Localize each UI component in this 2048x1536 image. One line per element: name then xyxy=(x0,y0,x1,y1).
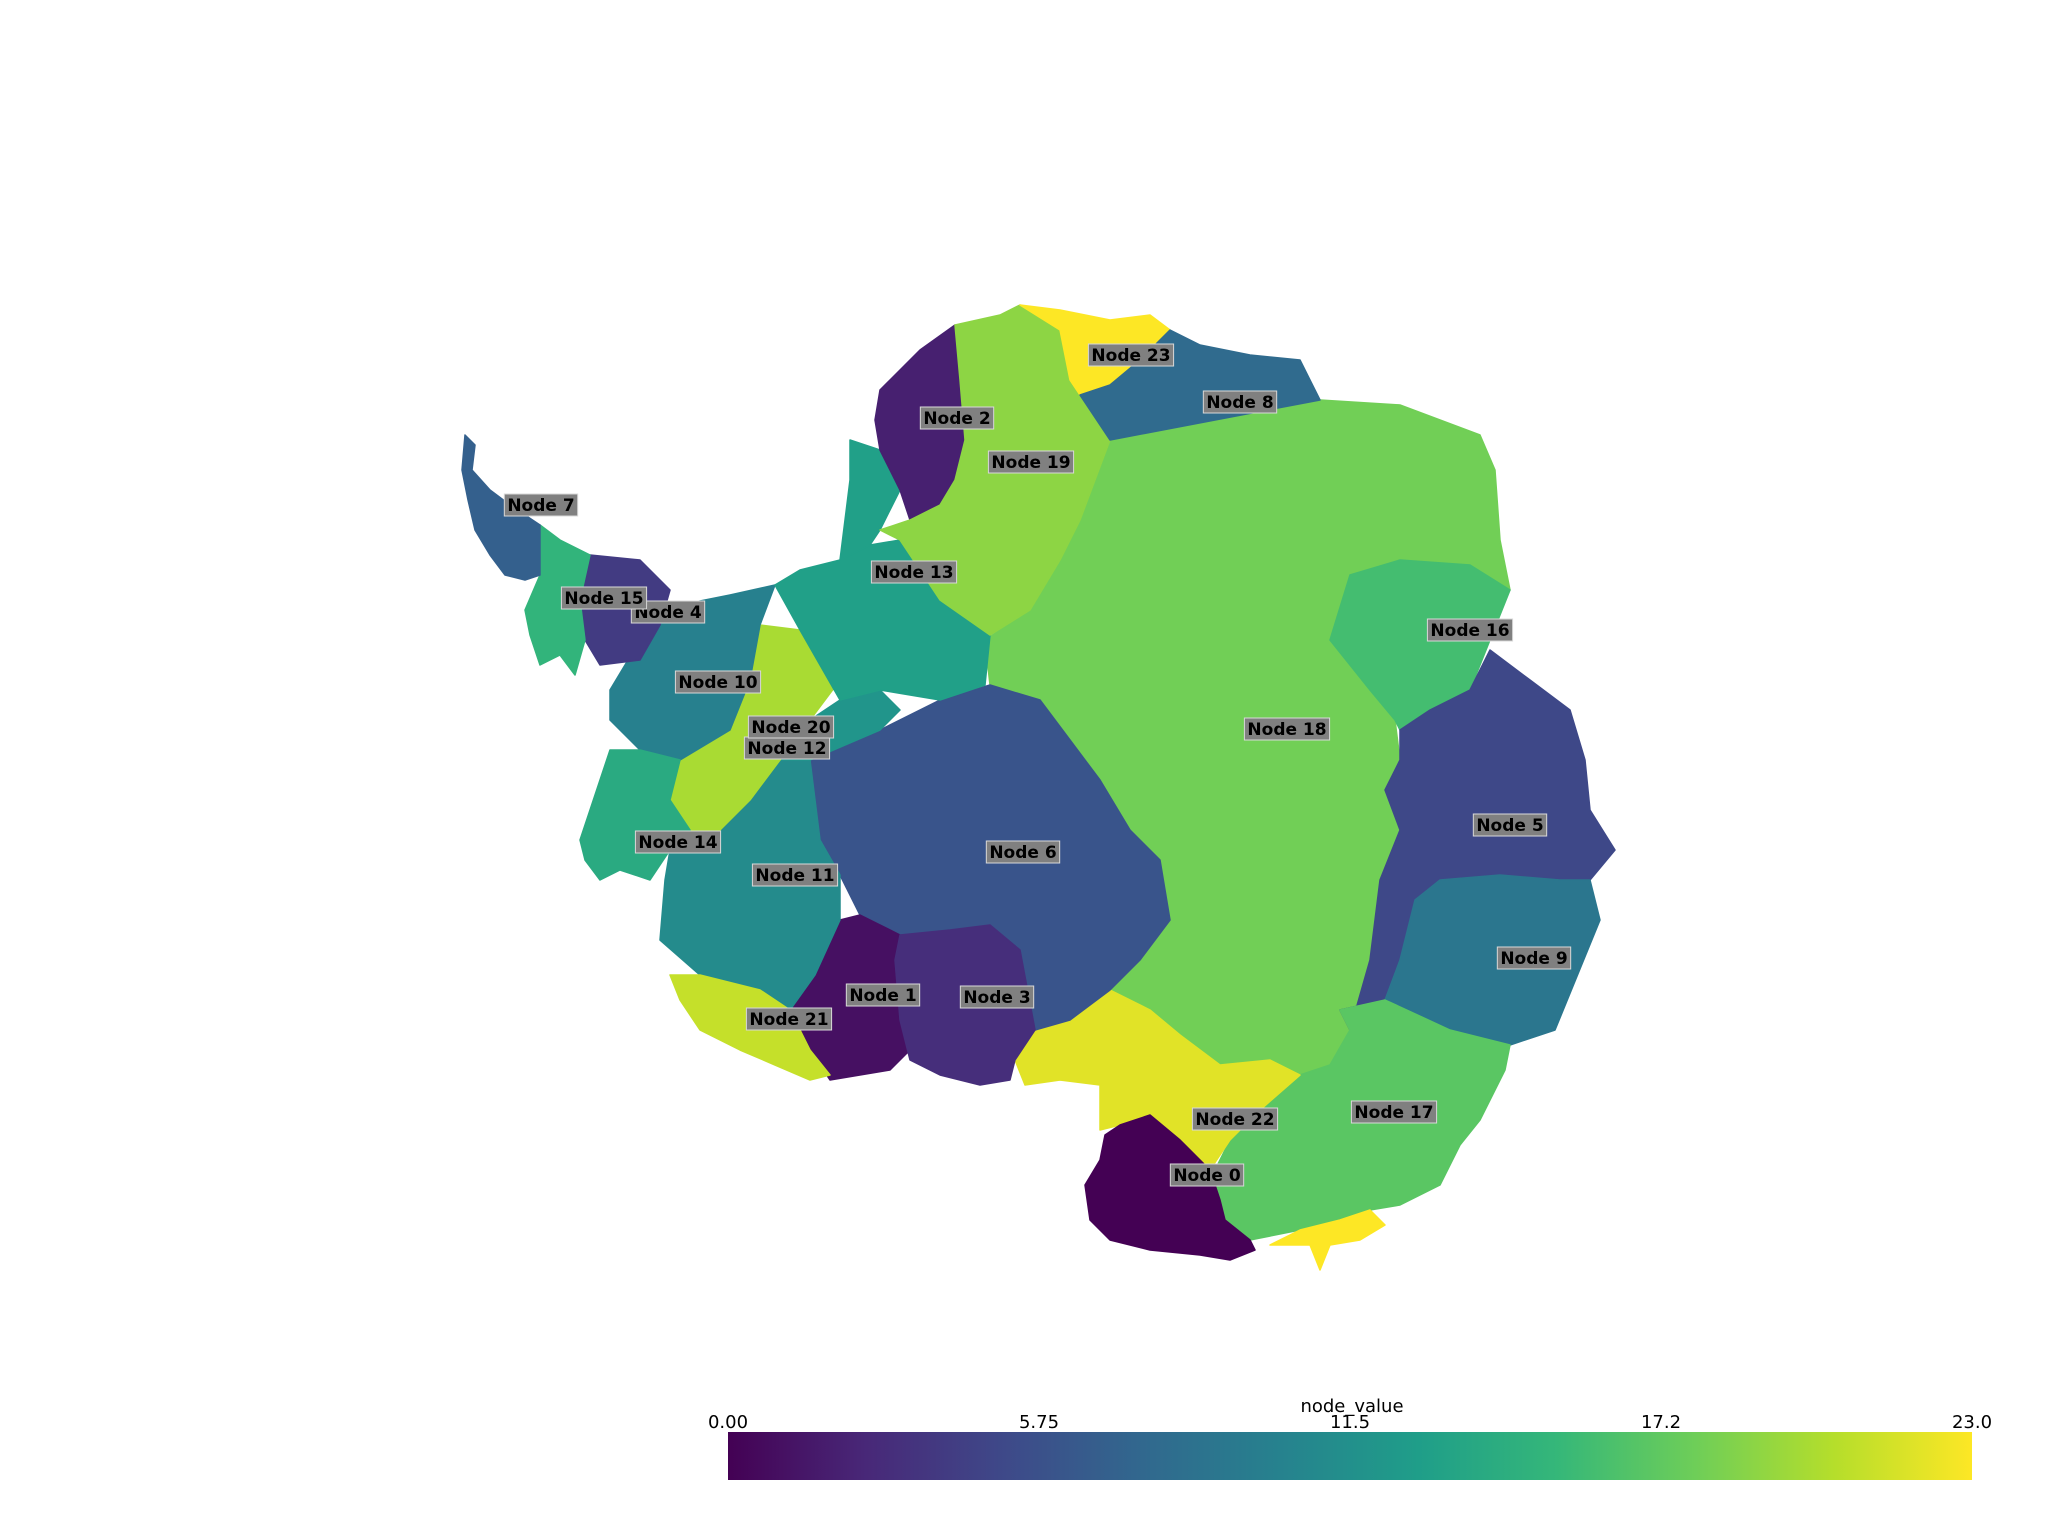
region-node-0[interactable] xyxy=(1084,1114,1256,1261)
node-label-text: Node 14 xyxy=(638,833,717,853)
node-label-text: Node 15 xyxy=(564,589,643,609)
node-label-box xyxy=(751,863,839,887)
node-label-box xyxy=(987,450,1075,474)
colorbar-tick-label: 5.75 xyxy=(1019,1412,1059,1433)
node-label-box xyxy=(919,406,995,430)
node-label-12: Node 12 xyxy=(743,736,831,760)
node-label-text: Node 13 xyxy=(874,563,953,583)
region-node-23-south[interactable] xyxy=(1269,1209,1386,1271)
node-label-text: Node 20 xyxy=(751,718,830,738)
node-label-text: Node 12 xyxy=(747,739,826,759)
node-label-box xyxy=(870,560,958,584)
node-label-16: Node 16 xyxy=(1426,618,1514,642)
node-label-box xyxy=(634,830,722,854)
node-label-text: Node 4 xyxy=(634,603,702,623)
node-label-box xyxy=(747,715,835,739)
node-label-text: Node 8 xyxy=(1206,393,1273,413)
node-label-14: Node 14 xyxy=(634,830,722,854)
node-label-box xyxy=(630,600,706,624)
node-label-text: Node 21 xyxy=(749,1010,828,1030)
node-label-3: Node 3 xyxy=(959,985,1035,1009)
node-label-box xyxy=(1496,946,1572,970)
node-label-9: Node 9 xyxy=(1496,946,1572,970)
colorbar-tick-label: 23.0 xyxy=(1952,1412,1992,1433)
node-label-text: Node 23 xyxy=(1091,346,1170,366)
region-layer xyxy=(461,304,1616,1271)
node-label-text: Node 9 xyxy=(1500,949,1567,969)
node-label-2: Node 2 xyxy=(919,406,995,430)
node-label-box xyxy=(1472,813,1548,837)
node-label-20: Node 20 xyxy=(747,715,835,739)
node-label-text: Node 5 xyxy=(1476,816,1543,836)
node-label-box xyxy=(1169,1163,1245,1187)
colorbar-ticks: 0.00 5.75 11.5 17.2 23.0 xyxy=(708,1412,1992,1433)
node-label-17: Node 17 xyxy=(1350,1100,1438,1124)
node-label-7: Node 7 xyxy=(503,493,579,517)
node-label-box xyxy=(1350,1100,1438,1124)
node-label-text: Node 7 xyxy=(507,496,574,516)
node-label-box xyxy=(1426,618,1514,642)
node-label-text: Node 0 xyxy=(1173,1166,1241,1186)
colorbar-tick-label: 11.5 xyxy=(1330,1412,1370,1433)
node-label-text: Node 3 xyxy=(963,988,1030,1008)
colorbar-tick-label: 17.2 xyxy=(1641,1412,1681,1433)
node-label-text: Node 16 xyxy=(1430,621,1509,641)
node-label-box xyxy=(1243,717,1331,741)
node-label-13: Node 13 xyxy=(870,560,958,584)
region-node-15[interactable] xyxy=(524,524,591,676)
node-label-text: Node 22 xyxy=(1195,1110,1274,1130)
node-label-text: Node 19 xyxy=(991,453,1070,473)
region-node-8[interactable] xyxy=(1079,329,1321,441)
node-label-4: Node 4 xyxy=(630,600,706,624)
node-label-text: Node 1 xyxy=(849,986,916,1006)
node-label-6: Node 6 xyxy=(985,840,1061,864)
node-label-22: Node 22 xyxy=(1191,1107,1279,1131)
node-label-box xyxy=(745,1007,833,1031)
region-node-7[interactable] xyxy=(461,434,541,581)
node-label-text: Node 6 xyxy=(989,843,1056,863)
node-label-5: Node 5 xyxy=(1472,813,1548,837)
node-label-11: Node 11 xyxy=(751,863,839,887)
node-label-0: Node 0 xyxy=(1169,1163,1245,1187)
node-label-box xyxy=(674,670,762,694)
node-label-19: Node 19 xyxy=(987,450,1075,474)
node-label-text: Node 17 xyxy=(1354,1103,1433,1123)
node-label-box xyxy=(985,840,1061,864)
colorbar-title: node_value xyxy=(1300,1396,1403,1417)
node-label-box xyxy=(1191,1107,1279,1131)
node-label-10: Node 10 xyxy=(674,670,762,694)
node-label-box xyxy=(503,493,579,517)
node-label-21: Node 21 xyxy=(745,1007,833,1031)
node-label-text: Node 11 xyxy=(755,866,834,886)
node-label-text: Node 10 xyxy=(678,673,757,693)
node-label-box xyxy=(959,985,1035,1009)
node-label-text: Node 18 xyxy=(1247,720,1326,740)
node-label-23: Node 23 xyxy=(1087,343,1175,367)
node-label-box xyxy=(845,983,921,1007)
colorbar-gradient xyxy=(728,1432,1972,1480)
node-label-box xyxy=(1202,390,1278,414)
colorbar-tick-label: 0.00 xyxy=(708,1412,748,1433)
colorbar: node_value 0.00 5.75 11.5 17.2 23.0 xyxy=(708,1396,1992,1480)
node-label-8: Node 8 xyxy=(1202,390,1278,414)
node-label-layer: Node 0 Node 1 Node 2 Node 3 Node 4 Node 5 Node… xyxy=(503,343,1572,1187)
node-label-box xyxy=(1087,343,1175,367)
node-label-18: Node 18 xyxy=(1243,717,1331,741)
node-label-1: Node 1 xyxy=(845,983,921,1007)
node-label-15: Node 15 xyxy=(560,586,648,610)
node-label-box xyxy=(560,586,648,610)
node-label-text: Node 2 xyxy=(923,409,990,429)
